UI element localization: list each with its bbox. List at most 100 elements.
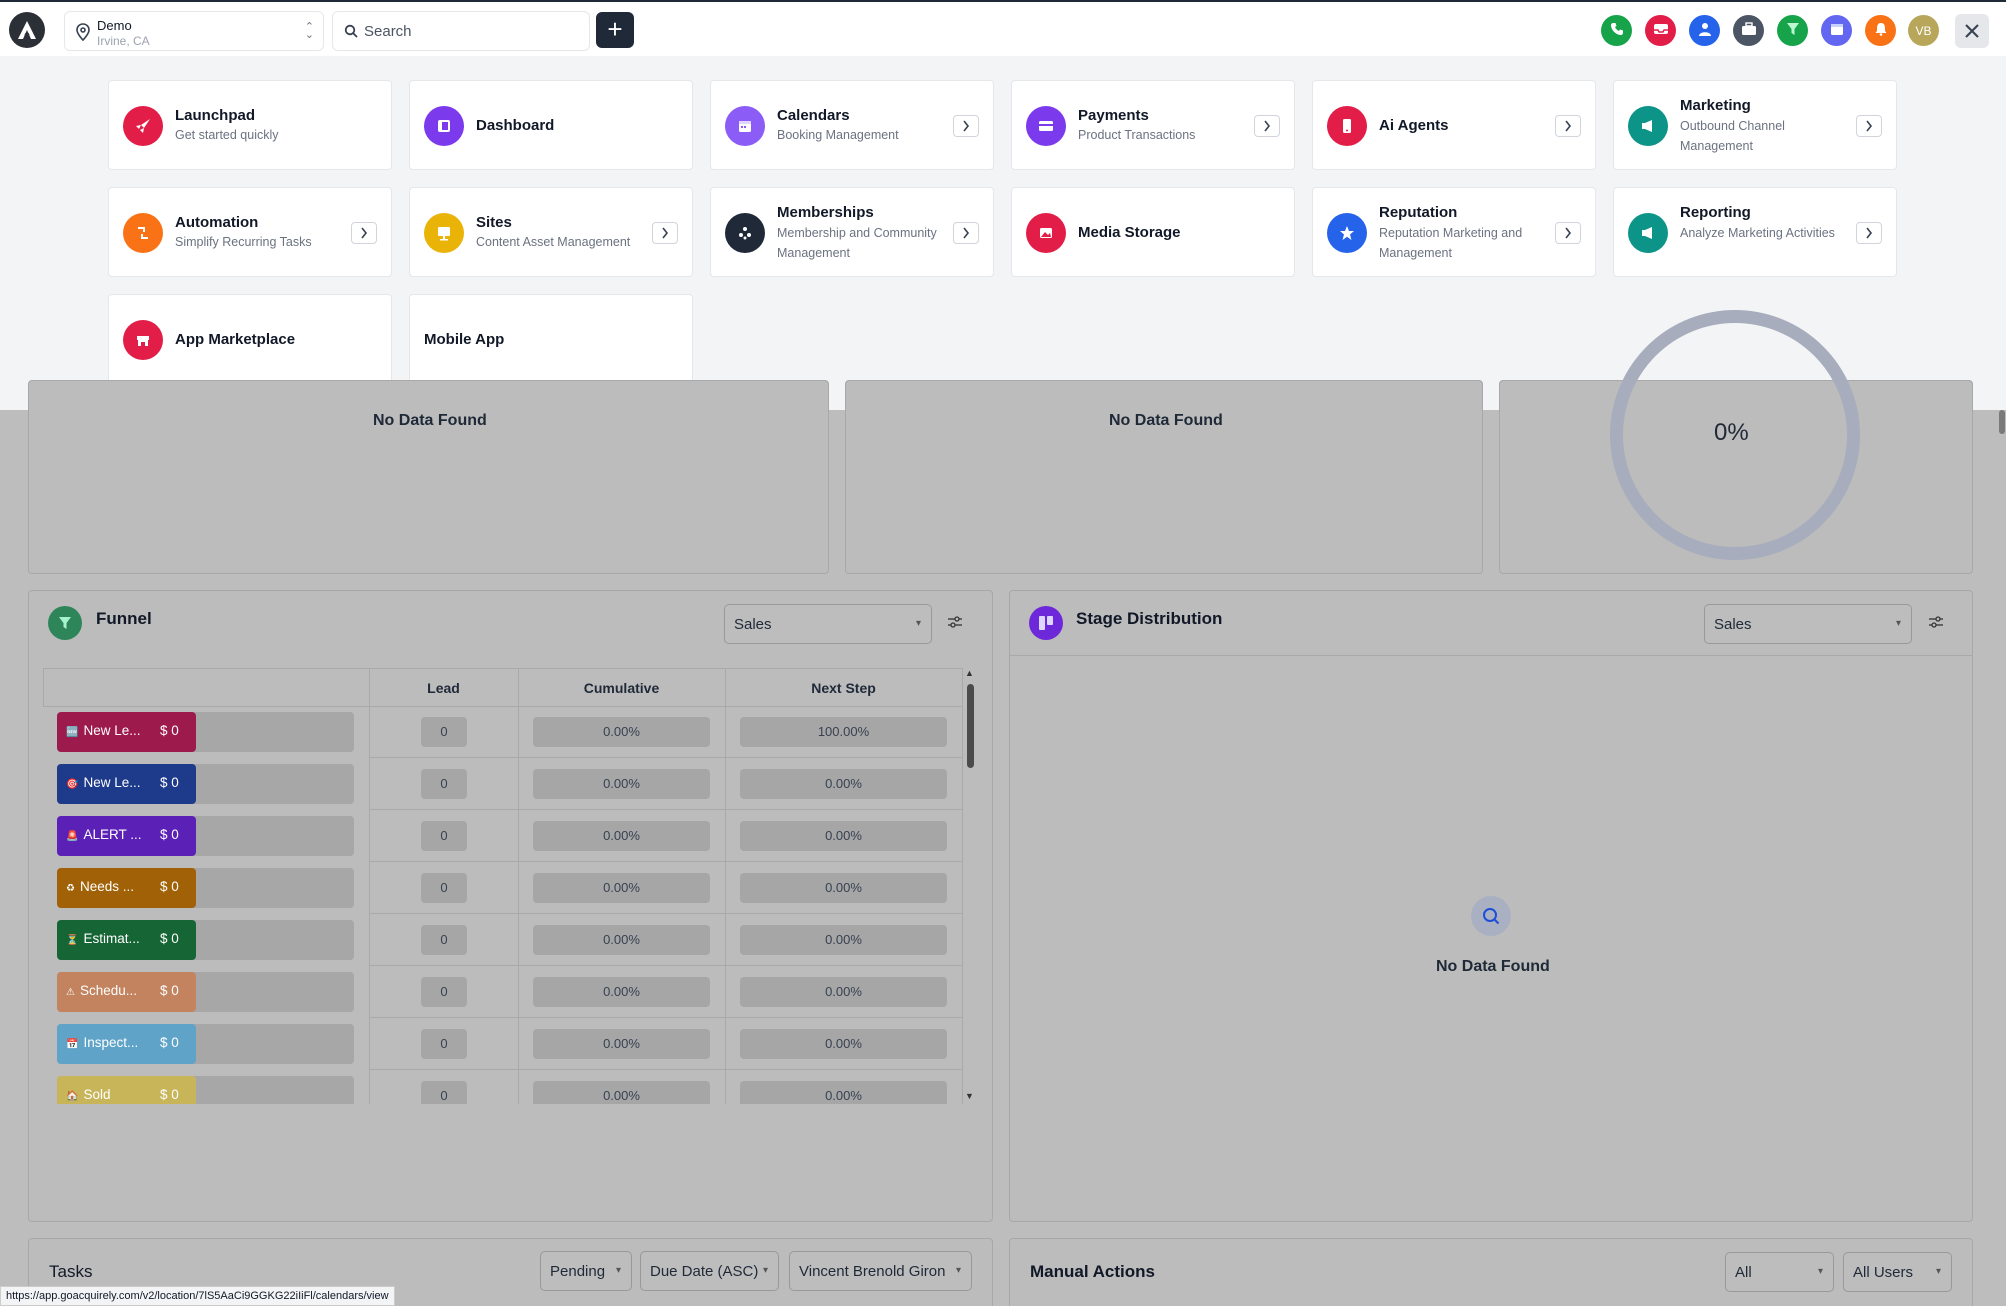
app-card-title: App Marketplace bbox=[175, 331, 296, 348]
briefcase-quick-button[interactable] bbox=[1733, 15, 1764, 46]
funnel-stage-bar[interactable]: ⏳ Estimat... $ 0 bbox=[57, 920, 354, 960]
chevron-right-icon[interactable] bbox=[351, 222, 377, 244]
page-scrollbar[interactable] bbox=[1999, 410, 2005, 434]
inbox-quick-button[interactable] bbox=[1645, 15, 1676, 46]
search-bar[interactable]: Search bbox=[332, 11, 590, 51]
app-card-title: Reporting bbox=[1680, 204, 1751, 221]
manual-actions-type-select[interactable]: All ▾ bbox=[1725, 1252, 1834, 1292]
stage-amount: $ 0 bbox=[160, 1035, 179, 1050]
chevron-updown-icon: ⌃ ⌄ bbox=[304, 21, 314, 41]
add-button[interactable]: + bbox=[596, 12, 634, 48]
credit-card-icon bbox=[1026, 106, 1066, 146]
app-card-subtitle: Reputation Marketing and Management bbox=[1379, 226, 1523, 260]
funnel-stage-bar[interactable]: ⚠ Schedu... $ 0 bbox=[57, 972, 354, 1012]
user-quick-button[interactable] bbox=[1689, 15, 1720, 46]
stage-label: ALERT ... bbox=[83, 827, 142, 842]
scroll-up-arrow[interactable]: ▲ bbox=[965, 668, 974, 678]
task-status-select[interactable]: Pending ▾ bbox=[540, 1251, 632, 1291]
funnel-stage-bar[interactable]: 🏠 Sold $ 0 bbox=[57, 1076, 354, 1104]
app-card-app-marketplace[interactable]: App Marketplace bbox=[108, 294, 392, 384]
scroll-down-arrow[interactable]: ▼ bbox=[965, 1091, 974, 1101]
funnel-title: Funnel bbox=[96, 609, 152, 628]
app-card-automation[interactable]: Automation Simplify Recurring Tasks bbox=[108, 187, 392, 277]
filter-settings-icon[interactable] bbox=[1928, 614, 1944, 635]
stage-pipeline-select[interactable]: Sales ▾ bbox=[1704, 604, 1912, 644]
stage-emoji-icon: ⏳ bbox=[66, 935, 79, 946]
app-card-subtitle: Get started quickly bbox=[175, 128, 279, 142]
stage-no-data-text: No Data Found bbox=[1436, 958, 1550, 975]
calendar-quick-button[interactable] bbox=[1821, 15, 1852, 46]
megaphone-icon bbox=[1628, 106, 1668, 146]
funnel-stage-bar[interactable]: 🚨 ALERT ... $ 0 bbox=[57, 816, 354, 856]
briefcase-icon bbox=[1741, 22, 1757, 39]
funnel-stage-bar[interactable]: ♻ Needs ... $ 0 bbox=[57, 868, 354, 908]
app-card-sites[interactable]: Sites Content Asset Management bbox=[409, 187, 693, 277]
lead-cell: 0 bbox=[421, 769, 467, 799]
app-card-dashboard[interactable]: Dashboard bbox=[409, 80, 693, 170]
close-icon bbox=[1965, 24, 1979, 38]
app-card-marketing[interactable]: Marketing Outbound Channel Management bbox=[1613, 80, 1897, 170]
manual-actions-users-select[interactable]: All Users ▾ bbox=[1843, 1252, 1952, 1292]
chevron-down-icon: ▾ bbox=[915, 618, 921, 629]
app-card-ai-agents[interactable]: Ai Agents bbox=[1312, 80, 1596, 170]
next-step-cell: 100.00% bbox=[740, 717, 947, 747]
app-logo[interactable] bbox=[9, 12, 45, 48]
app-card-title: Ai Agents bbox=[1379, 117, 1449, 134]
filter-settings-icon[interactable] bbox=[947, 614, 963, 635]
chevron-right-icon[interactable] bbox=[1555, 115, 1581, 137]
cumulative-cell: 0.00% bbox=[533, 1029, 710, 1059]
funnel-scrollbar[interactable] bbox=[967, 684, 974, 768]
app-card-memberships[interactable]: Memberships Membership and Community Mana… bbox=[710, 187, 994, 277]
chevron-down-icon: ▾ bbox=[955, 1265, 961, 1276]
app-card-subtitle: Product Transactions bbox=[1078, 128, 1196, 142]
funnel-stage-bar[interactable]: 🎯 New Le... $ 0 bbox=[57, 764, 354, 804]
chevron-down-icon: ▾ bbox=[615, 1265, 621, 1276]
chevron-right-icon[interactable] bbox=[953, 115, 979, 137]
cumulative-cell: 0.00% bbox=[533, 977, 710, 1007]
sites-icon bbox=[424, 213, 464, 253]
stage-amount: $ 0 bbox=[160, 983, 179, 998]
stage-amount: $ 0 bbox=[160, 827, 179, 842]
stage-chip: ⏳ Estimat... $ 0 bbox=[57, 920, 196, 960]
app-card-reputation[interactable]: Reputation Reputation Marketing and Manag… bbox=[1312, 187, 1596, 277]
app-card-launchpad[interactable]: Launchpad Get started quickly bbox=[108, 80, 392, 170]
phone-icon bbox=[1610, 22, 1624, 39]
col-header-lead: Lead bbox=[427, 680, 460, 696]
location-address: Irvine, CA bbox=[97, 34, 150, 48]
app-card-media-storage[interactable]: Media Storage bbox=[1011, 187, 1295, 277]
chevron-right-icon[interactable] bbox=[652, 222, 678, 244]
chevron-right-icon[interactable] bbox=[1254, 115, 1280, 137]
stage-label: Inspect... bbox=[83, 1035, 139, 1050]
stage-label: Needs ... bbox=[79, 879, 134, 894]
chevron-right-icon[interactable] bbox=[1856, 115, 1882, 137]
stage-emoji-icon: 🚨 bbox=[66, 831, 79, 842]
app-card-subtitle: Analyze Marketing Activities bbox=[1680, 226, 1835, 240]
funnel-row: 🏠 Sold $ 0 0 0.00% 0.00% bbox=[43, 1070, 963, 1104]
chevron-right-icon[interactable] bbox=[1555, 222, 1581, 244]
funnel-stage-bar[interactable]: 🆕 New Le... $ 0 bbox=[57, 712, 354, 752]
funnel-quick-button[interactable] bbox=[1777, 15, 1808, 46]
app-card-title: Mobile App bbox=[424, 331, 505, 348]
task-sort-select[interactable]: Due Date (ASC) ▾ bbox=[640, 1251, 779, 1291]
location-switcher[interactable]: Demo Irvine, CA ⌃ ⌄ bbox=[64, 11, 324, 51]
app-card-reporting[interactable]: Reporting Analyze Marketing Activities bbox=[1613, 187, 1897, 277]
close-launcher-button[interactable] bbox=[1955, 14, 1989, 48]
stat-panel-2 bbox=[845, 380, 1483, 574]
next-step-cell: 0.00% bbox=[740, 821, 947, 851]
funnel-pipeline-select[interactable]: Sales ▾ bbox=[724, 604, 932, 644]
location-name: Demo bbox=[97, 18, 132, 33]
app-card-mobile-app[interactable]: Mobile App bbox=[409, 294, 693, 384]
phone-quick-button[interactable] bbox=[1601, 15, 1632, 46]
community-icon bbox=[725, 213, 765, 253]
app-card-payments[interactable]: Payments Product Transactions bbox=[1011, 80, 1295, 170]
col-header-next-step: Next Step bbox=[811, 680, 876, 696]
funnel-stage-bar[interactable]: 📅 Inspect... $ 0 bbox=[57, 1024, 354, 1064]
user-avatar[interactable]: VB bbox=[1908, 15, 1939, 46]
app-card-calendars[interactable]: Calendars Booking Management bbox=[710, 80, 994, 170]
manual-actions-users-value: All Users bbox=[1853, 1264, 1914, 1281]
chevron-right-icon[interactable] bbox=[1856, 222, 1882, 244]
next-step-cell: 0.00% bbox=[740, 873, 947, 903]
chevron-right-icon[interactable] bbox=[953, 222, 979, 244]
task-user-select[interactable]: Vincent Brenold Giron ▾ bbox=[789, 1251, 972, 1291]
bell-quick-button[interactable] bbox=[1865, 15, 1896, 46]
